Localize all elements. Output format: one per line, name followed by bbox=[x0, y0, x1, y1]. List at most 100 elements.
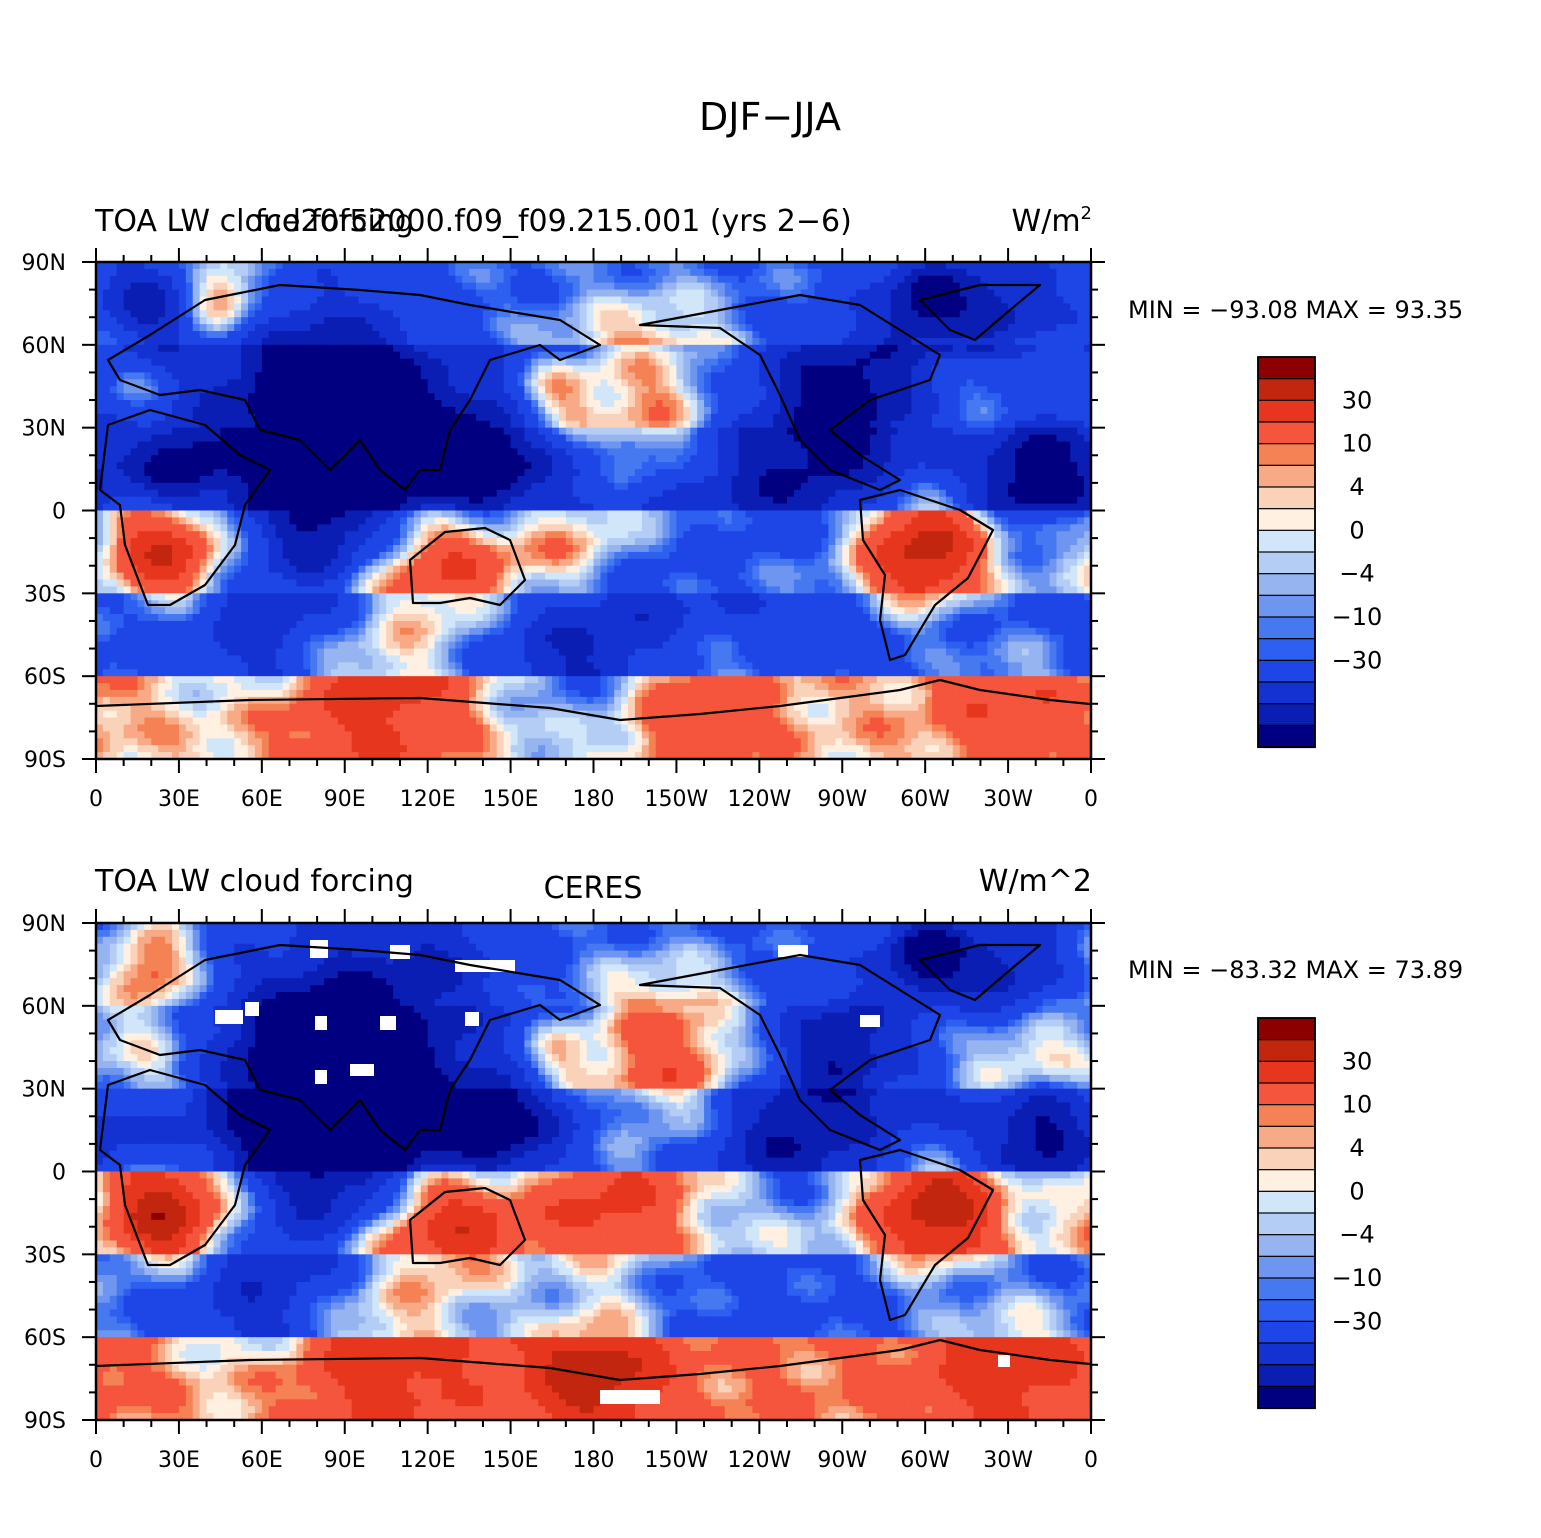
field-cell bbox=[413, 406, 422, 415]
field-cell bbox=[206, 434, 215, 443]
field-cell bbox=[413, 455, 422, 463]
field-cell bbox=[489, 469, 498, 477]
field-cell bbox=[185, 462, 194, 470]
field-cell bbox=[96, 462, 104, 470]
field-cell bbox=[1063, 331, 1071, 339]
field-cell bbox=[704, 275, 712, 284]
field-cell bbox=[710, 310, 719, 318]
field-cell bbox=[835, 365, 843, 374]
field-cell bbox=[109, 469, 118, 477]
field-cell bbox=[1014, 489, 1023, 498]
field-cell bbox=[683, 262, 691, 270]
field-cell bbox=[925, 420, 933, 429]
field-cell bbox=[1035, 462, 1044, 470]
field-cell bbox=[621, 441, 629, 449]
field-cell bbox=[821, 406, 830, 415]
field-cell bbox=[697, 337, 705, 346]
field-cell bbox=[192, 420, 201, 429]
field-cell bbox=[406, 400, 415, 408]
field-cell bbox=[310, 379, 318, 387]
field-cell bbox=[151, 275, 159, 284]
field-cell bbox=[876, 303, 885, 311]
field-cell bbox=[883, 365, 892, 374]
field-cell bbox=[890, 455, 899, 463]
field-cell bbox=[586, 351, 595, 360]
field-cell bbox=[282, 324, 291, 332]
field-cell bbox=[365, 441, 373, 449]
field-cell bbox=[849, 282, 857, 291]
field-cell bbox=[786, 489, 795, 498]
field-cell bbox=[773, 282, 781, 291]
field-cell bbox=[144, 482, 152, 491]
field-cell bbox=[1077, 475, 1085, 484]
field-cell bbox=[773, 358, 781, 367]
field-cell bbox=[462, 351, 470, 360]
field-cell bbox=[102, 482, 111, 491]
field-cell bbox=[344, 393, 353, 401]
field-cell bbox=[959, 489, 968, 498]
field-cell bbox=[862, 303, 871, 311]
field-cell bbox=[579, 303, 588, 311]
field-cell bbox=[1077, 400, 1085, 408]
field-cell bbox=[310, 310, 318, 318]
field-cell bbox=[766, 434, 774, 443]
field-cell bbox=[310, 372, 318, 380]
field-cell bbox=[1077, 296, 1085, 305]
field-cell bbox=[600, 420, 608, 429]
field-cell bbox=[130, 448, 139, 456]
field-cell bbox=[1042, 400, 1051, 408]
field-cell bbox=[738, 469, 747, 477]
field-cell bbox=[738, 455, 747, 463]
field-cell bbox=[966, 406, 975, 415]
field-cell bbox=[856, 427, 864, 436]
field-cell bbox=[213, 358, 221, 367]
field-cell bbox=[1042, 344, 1051, 353]
field-cell bbox=[372, 475, 380, 484]
field-cell bbox=[800, 275, 809, 284]
field-cell bbox=[662, 393, 671, 401]
field-cell bbox=[192, 427, 201, 436]
field-cell bbox=[275, 262, 284, 270]
field-cell bbox=[641, 296, 650, 305]
field-cell bbox=[144, 379, 152, 387]
field-cell bbox=[1070, 310, 1078, 318]
field-cell bbox=[151, 469, 159, 477]
field-cell bbox=[697, 379, 705, 387]
field-cell bbox=[137, 406, 145, 415]
field-cell bbox=[683, 406, 691, 415]
field-cell bbox=[379, 372, 387, 380]
field-cell bbox=[476, 379, 484, 387]
field-cell bbox=[690, 496, 698, 505]
field-cell bbox=[558, 324, 567, 332]
field-cell bbox=[938, 310, 947, 318]
field-cell bbox=[496, 400, 505, 408]
field-cell bbox=[745, 400, 754, 408]
field-cell bbox=[206, 475, 215, 484]
field-cell bbox=[400, 372, 408, 380]
field-cell bbox=[172, 268, 180, 277]
field-cell bbox=[344, 275, 353, 284]
field-cell bbox=[600, 365, 608, 374]
field-cell bbox=[254, 344, 263, 353]
field-cell bbox=[130, 413, 139, 422]
field-cell bbox=[275, 386, 284, 394]
field-cell bbox=[351, 489, 360, 498]
field-cell bbox=[1042, 462, 1051, 470]
field-cell bbox=[773, 337, 781, 346]
field-cell bbox=[330, 455, 339, 463]
field-cell bbox=[579, 400, 588, 408]
field-cell bbox=[773, 324, 781, 332]
field-cell bbox=[876, 365, 885, 374]
field-cell bbox=[538, 351, 546, 360]
field-cell bbox=[393, 372, 401, 380]
field-cell bbox=[510, 406, 519, 415]
field-cell bbox=[365, 310, 373, 318]
field-cell bbox=[185, 351, 194, 360]
field-cell bbox=[959, 344, 968, 353]
field-cell bbox=[123, 406, 132, 415]
field-cell bbox=[1070, 358, 1078, 367]
field-cell bbox=[130, 262, 139, 270]
field-cell bbox=[517, 475, 525, 484]
field-cell bbox=[199, 482, 208, 491]
field-cell bbox=[192, 351, 201, 360]
